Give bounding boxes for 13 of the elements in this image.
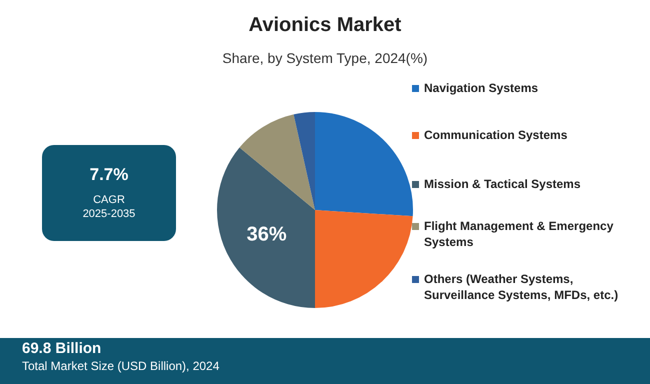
chart-subtitle: Share, by System Type, 2024(%) — [221, 50, 429, 66]
chart-title: Avionics Market — [248, 14, 402, 37]
legend-label: Mission & Tactical Systems — [424, 176, 581, 192]
legend-label: Communication Systems — [424, 127, 568, 143]
legend-label: Others (Weather Systems, Surveillance Systems, MFDs, etc.) — [424, 271, 620, 303]
legend-label: Flight Management & Emergency Systems — [424, 218, 614, 250]
text: 2025-2035 — [82, 208, 136, 220]
text: 7.7% — [88, 165, 130, 185]
text: CAGR — [92, 194, 126, 206]
legend-label: Navigation Systems — [424, 80, 538, 96]
text: 69.8 Billion — [22, 340, 102, 357]
data-label: 36% — [246, 223, 287, 246]
text: Total Market Size (USD Billion), 2024 — [22, 359, 220, 373]
